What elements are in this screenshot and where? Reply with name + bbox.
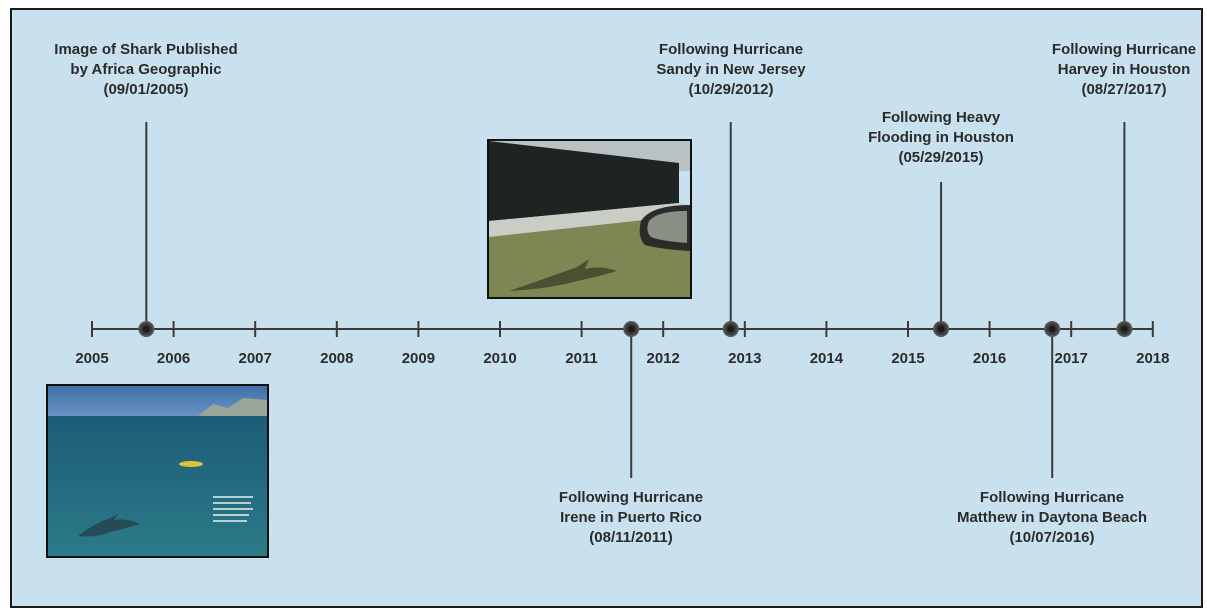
ocean-image <box>48 386 267 556</box>
year-label: 2008 <box>320 350 353 367</box>
year-label: 2005 <box>75 350 108 367</box>
highway-image <box>489 141 690 297</box>
event-label-africa: Image of Shark Published by Africa Geogr… <box>54 41 238 98</box>
event-label-sandy: Following Hurricane Sandy in New Jersey … <box>656 41 806 98</box>
timeline-panel: 2005 2006 2007 2008 2009 2010 2011 2012 2013 2014… <box>10 8 1203 608</box>
event-label-irene: Following Hurricane Irene in Puerto Rico… <box>558 489 704 546</box>
shark-flooded-highway-photo <box>487 139 692 299</box>
year-label: 2018 <box>1136 350 1169 367</box>
year-label: 2014 <box>810 350 844 367</box>
kayak-icon <box>179 461 203 467</box>
event-label-flood: Following Heavy Flooding in Houston (05/… <box>868 109 1014 166</box>
year-label: 2017 <box>1055 350 1088 367</box>
year-label: 2009 <box>402 350 435 367</box>
year-label: 2007 <box>239 350 272 367</box>
shark-icon <box>509 259 617 291</box>
year-label: 2010 <box>483 350 516 367</box>
year-label: 2011 <box>565 350 598 367</box>
year-label: 2016 <box>973 350 1006 367</box>
event-label-matthew: Following Hurricane Matthew in Daytona B… <box>956 489 1148 546</box>
timeline-svg: 2005 2006 2007 2008 2009 2010 2011 2012 2013 2014… <box>75 122 1169 478</box>
shark-kayak-ocean-photo <box>46 384 269 558</box>
year-label: 2012 <box>647 350 680 367</box>
year-label: 2013 <box>728 350 761 367</box>
year-label: 2015 <box>891 350 924 367</box>
year-label: 2006 <box>157 350 190 367</box>
event-label-harvey: Following Hurricane Harvey in Houston (0… <box>1051 41 1197 98</box>
shark-icon <box>78 514 140 537</box>
